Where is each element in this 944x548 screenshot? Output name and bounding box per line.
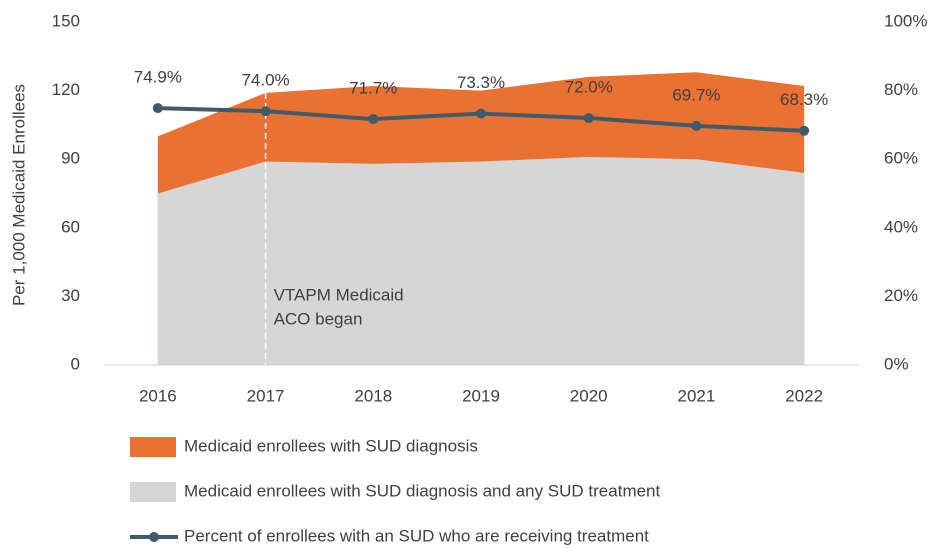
legend-swatch — [130, 437, 176, 457]
line-point — [691, 120, 702, 131]
y-tick-label: 120 — [52, 80, 80, 99]
legend-swatch — [149, 532, 159, 542]
y2-tick-label: 0% — [884, 354, 909, 373]
y2-tick-label: 20% — [884, 286, 918, 305]
x-tick-label: 2022 — [785, 386, 823, 405]
data-label: 73.3% — [457, 73, 505, 92]
data-label: 72.0% — [565, 78, 613, 97]
y-tick-label: 60 — [61, 217, 80, 236]
annotation-text: VTAPM Medicaid — [274, 285, 404, 304]
line-point — [260, 106, 271, 117]
line-point — [476, 108, 486, 119]
legend-label: Percent of enrollees with an SUD who are… — [184, 526, 649, 545]
x-tick-label: 2016 — [139, 386, 177, 405]
annotation-text: ACO began — [274, 309, 363, 328]
x-tick-label: 2018 — [354, 386, 392, 405]
line-point — [583, 113, 594, 124]
y-axis-title: Per 1,000 Medicaid Enrollees — [9, 84, 28, 306]
y-tick-label: 150 — [52, 11, 80, 30]
y-tick-label: 30 — [61, 286, 80, 305]
area — [157, 156, 805, 365]
y-tick-label: 0 — [71, 354, 80, 373]
data-label: 69.7% — [672, 85, 720, 104]
legend-swatch — [130, 482, 176, 502]
x-tick-label: 2019 — [462, 386, 500, 405]
data-label: 71.7% — [349, 79, 397, 98]
legend-label: Medicaid enrollees with SUD diagnosis — [184, 436, 478, 455]
x-tick-label: 2020 — [570, 386, 608, 405]
x-tick-label: 2021 — [678, 386, 716, 405]
y2-tick-label: 40% — [884, 217, 918, 236]
x-tick-label: 2017 — [247, 386, 285, 405]
y2-tick-label: 80% — [884, 80, 918, 99]
line-point — [152, 103, 163, 114]
y-tick-label: 90 — [61, 149, 80, 168]
data-label: 74.9% — [134, 68, 182, 87]
y2-tick-label: 100% — [884, 11, 927, 30]
data-label: 74.0% — [241, 71, 289, 90]
line-point — [368, 114, 379, 125]
y2-tick-label: 60% — [884, 149, 918, 168]
data-label: 68.3% — [780, 90, 828, 109]
line-point — [799, 125, 810, 136]
legend-label: Medicaid enrollees with SUD diagnosis an… — [184, 481, 661, 500]
